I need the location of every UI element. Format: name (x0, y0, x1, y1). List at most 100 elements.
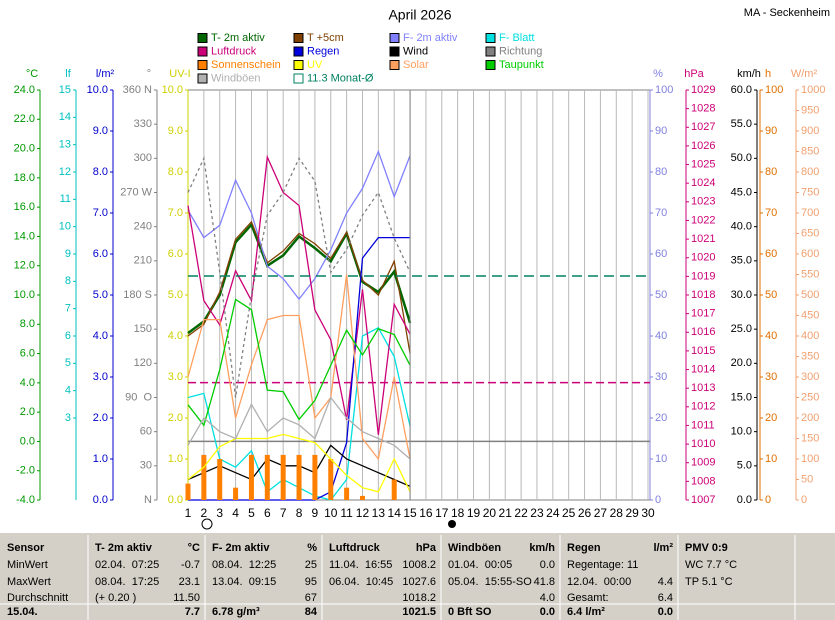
table-cell: 4.4 (658, 576, 673, 588)
sunshine-bar (201, 454, 207, 500)
table-cell: hPa (416, 542, 437, 554)
y-tick-label: 0.0 (93, 494, 108, 506)
y-tick-label: 12 (59, 166, 71, 178)
y-tick-label: 1.0 (168, 453, 183, 465)
y-tick-label: 3.0 (93, 371, 108, 383)
y-tick-label: 4.0 (93, 330, 108, 342)
x-tick-label: 16 (419, 506, 433, 520)
table-cell: 95 (305, 576, 317, 588)
y-tick-label: 1017 (691, 308, 715, 320)
legend-swatch (389, 60, 400, 70)
sunshine-bar (328, 459, 334, 500)
y-tick-label: 100 (655, 84, 673, 96)
legend-label: Richtung (499, 45, 542, 57)
legend-swatch (197, 46, 208, 57)
table-cell: °C (188, 542, 200, 554)
y-tick-label: 3.0 (168, 371, 183, 383)
y-tick-label: 10 (59, 221, 71, 233)
y-tick-label: 0.0 (168, 494, 183, 506)
y-tick-label: 40 (765, 330, 777, 342)
legend-swatch (293, 33, 304, 43)
legend-swatch (197, 33, 208, 43)
y-tick-label: 45.0 (731, 186, 752, 198)
y-tick-label: 16.0 (14, 201, 35, 213)
y-tick-label: 1029 (691, 84, 715, 96)
sunshine-bar (391, 479, 397, 500)
x-tick-label: 26 (578, 506, 592, 520)
y-tick-label: 70 (765, 207, 777, 219)
x-tick-label: 22 (514, 506, 528, 520)
legend-label: Windböen (211, 72, 261, 84)
y-tick-label: 10.0 (731, 426, 752, 438)
y-tick-label: 10 (655, 453, 667, 465)
table-cell: 1008.2 (402, 559, 436, 571)
y-tick-label: 80 (765, 166, 777, 178)
y-tick-label: 7.0 (93, 207, 108, 219)
y-tick-label: 25.0 (731, 323, 752, 335)
y-tick-label: 8.0 (168, 166, 183, 178)
table-cell: Durchschnitt (7, 592, 68, 604)
y-tick-label: 1007 (691, 494, 715, 506)
y-tick-label: 50 (655, 289, 667, 301)
y-tick-label: 50 (801, 473, 813, 485)
legend-label: T +5cm (307, 32, 344, 44)
table-cell: 1018.2 (402, 592, 436, 604)
y-tick-label: 1027 (691, 121, 715, 133)
series-line (187, 298, 411, 427)
sunshine-bar (264, 454, 270, 500)
y-tick-label: 1025 (691, 158, 715, 170)
y-tick-label: 70 (655, 207, 667, 219)
y-tick-label: 1022 (691, 214, 715, 226)
table-cell: 4.0 (540, 592, 555, 604)
y-tick-label: 20.0 (14, 142, 35, 154)
y-tick-label: 9.0 (168, 125, 183, 137)
y-tick-label: 60 (140, 426, 152, 438)
legend-label: Taupunkt (499, 59, 544, 71)
y-tick-label: 550 (801, 268, 819, 280)
y-tick-label: 50 (765, 289, 777, 301)
series-line (187, 154, 411, 435)
x-tick-label: 28 (610, 506, 624, 520)
table-cell: WC 7.7 °C (685, 559, 737, 571)
axis-title: l/m² (96, 68, 115, 80)
y-tick-label: 8.0 (20, 318, 35, 330)
y-tick-label: 0.0 (737, 494, 752, 506)
sunshine-bar (185, 483, 191, 500)
new-moon-icon (448, 520, 456, 528)
y-tick-label: 90 (765, 125, 777, 137)
table-background (0, 533, 835, 620)
y-tick-label: 1008 (691, 475, 715, 487)
table-cell: Sensor (7, 542, 45, 554)
x-tick-label: 15 (403, 506, 417, 520)
y-tick-label: 2.0 (93, 412, 108, 424)
series-line (187, 149, 411, 301)
y-tick-label: 13 (59, 139, 71, 151)
y-tick-label: 6 (65, 330, 71, 342)
y-tick-label: 6.0 (168, 248, 183, 260)
chart-title: April 2026 (388, 7, 451, 23)
y-tick-label: 300 (134, 152, 152, 164)
y-tick-label: 11 (60, 193, 71, 205)
x-tick-label: 1 (185, 506, 192, 520)
y-tick-label: 500 (801, 289, 819, 301)
axis-title: W/m² (791, 68, 818, 80)
y-tick-label: 30 (140, 460, 152, 472)
table-cell: Gesamt: (567, 592, 609, 604)
y-tick-label: 0.0 (20, 435, 35, 447)
table-cell: 6.78 g/m³ (212, 606, 260, 618)
table-cell: l/m² (653, 542, 673, 554)
y-tick-label: 150 (801, 432, 819, 444)
y-tick-label: 18.0 (14, 172, 35, 184)
table-cell: MinWert (7, 559, 48, 571)
sunshine-bar (359, 495, 365, 500)
legend-swatch (197, 60, 208, 70)
x-tick-label: 19 (467, 506, 481, 520)
table-cell: km/h (529, 542, 555, 554)
axis-title: ° (147, 68, 151, 80)
y-tick-label: 1010 (691, 438, 715, 450)
x-tick-label: 13 (372, 506, 386, 520)
x-tick-label: 3 (216, 506, 223, 520)
legend-label: Sonnenschein (211, 59, 281, 71)
table-cell: PMV 0:9 (685, 542, 728, 554)
x-tick-label: 21 (499, 506, 513, 520)
